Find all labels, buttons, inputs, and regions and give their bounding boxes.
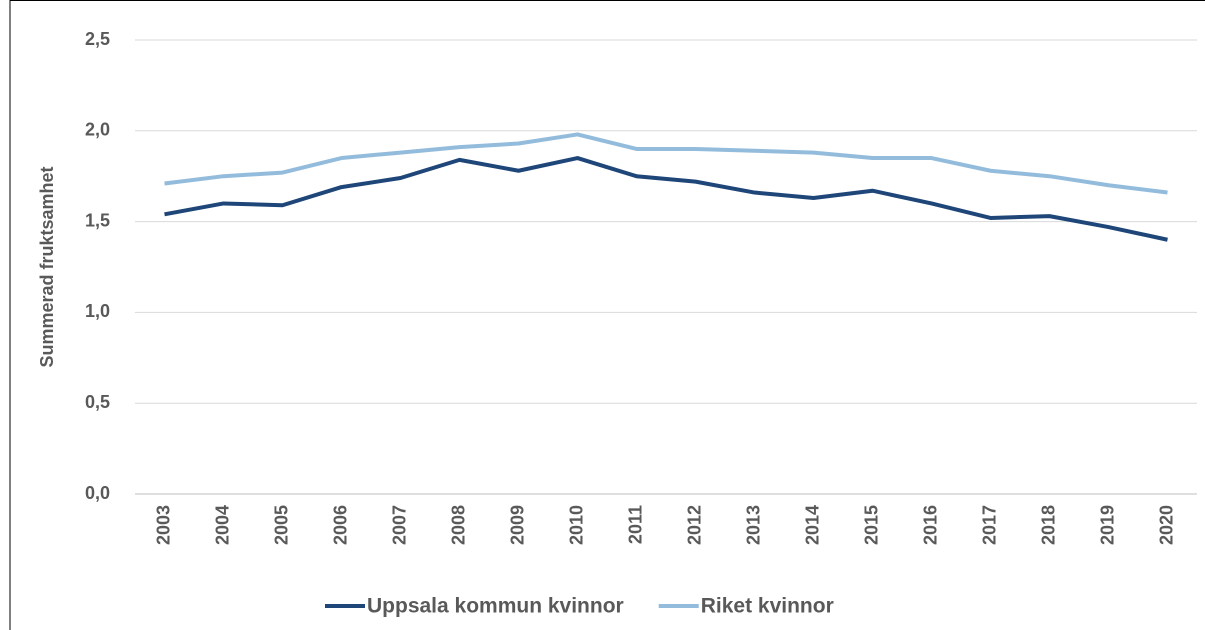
y-tick-label: 2,0	[85, 120, 110, 140]
x-tick-label: 2017	[979, 505, 999, 545]
x-tick-label: 2007	[389, 505, 409, 545]
x-tick-label: 2016	[920, 505, 940, 545]
x-tick-label: 2018	[1038, 505, 1058, 545]
y-axis-label: Summerad fruktsamhet	[37, 166, 57, 367]
legend-label: Uppsala kommun kvinnor	[367, 595, 624, 618]
series-line	[164, 156, 1168, 242]
x-tick-label: 2008	[448, 505, 468, 545]
x-tick-label: 2015	[861, 505, 881, 545]
y-tick-label: 0,5	[85, 392, 110, 412]
x-tick-label: 2013	[743, 505, 763, 545]
x-tick-label: 2004	[212, 505, 232, 545]
x-tick-label: 2006	[330, 505, 350, 545]
y-tick-label: 1,5	[85, 210, 110, 230]
x-tick-label: 2014	[802, 505, 822, 545]
x-tick-label: 2020	[1156, 505, 1176, 545]
x-tick-label: 2010	[566, 505, 586, 545]
y-tick-label: 2,5	[85, 29, 110, 49]
series-line	[164, 132, 1168, 195]
y-tick-label: 1,0	[85, 301, 110, 321]
y-tick-label: 0,0	[85, 483, 110, 503]
legend-label: Riket kvinnor	[701, 595, 834, 618]
x-tick-label: 2012	[684, 505, 704, 545]
x-tick-label: 2011	[625, 505, 645, 544]
x-tick-label: 2005	[271, 505, 291, 545]
x-tick-label: 2019	[1097, 505, 1117, 545]
x-tick-label: 2009	[507, 505, 527, 545]
chart-border	[9, 0, 1205, 630]
x-tick-label: 2003	[153, 505, 173, 545]
